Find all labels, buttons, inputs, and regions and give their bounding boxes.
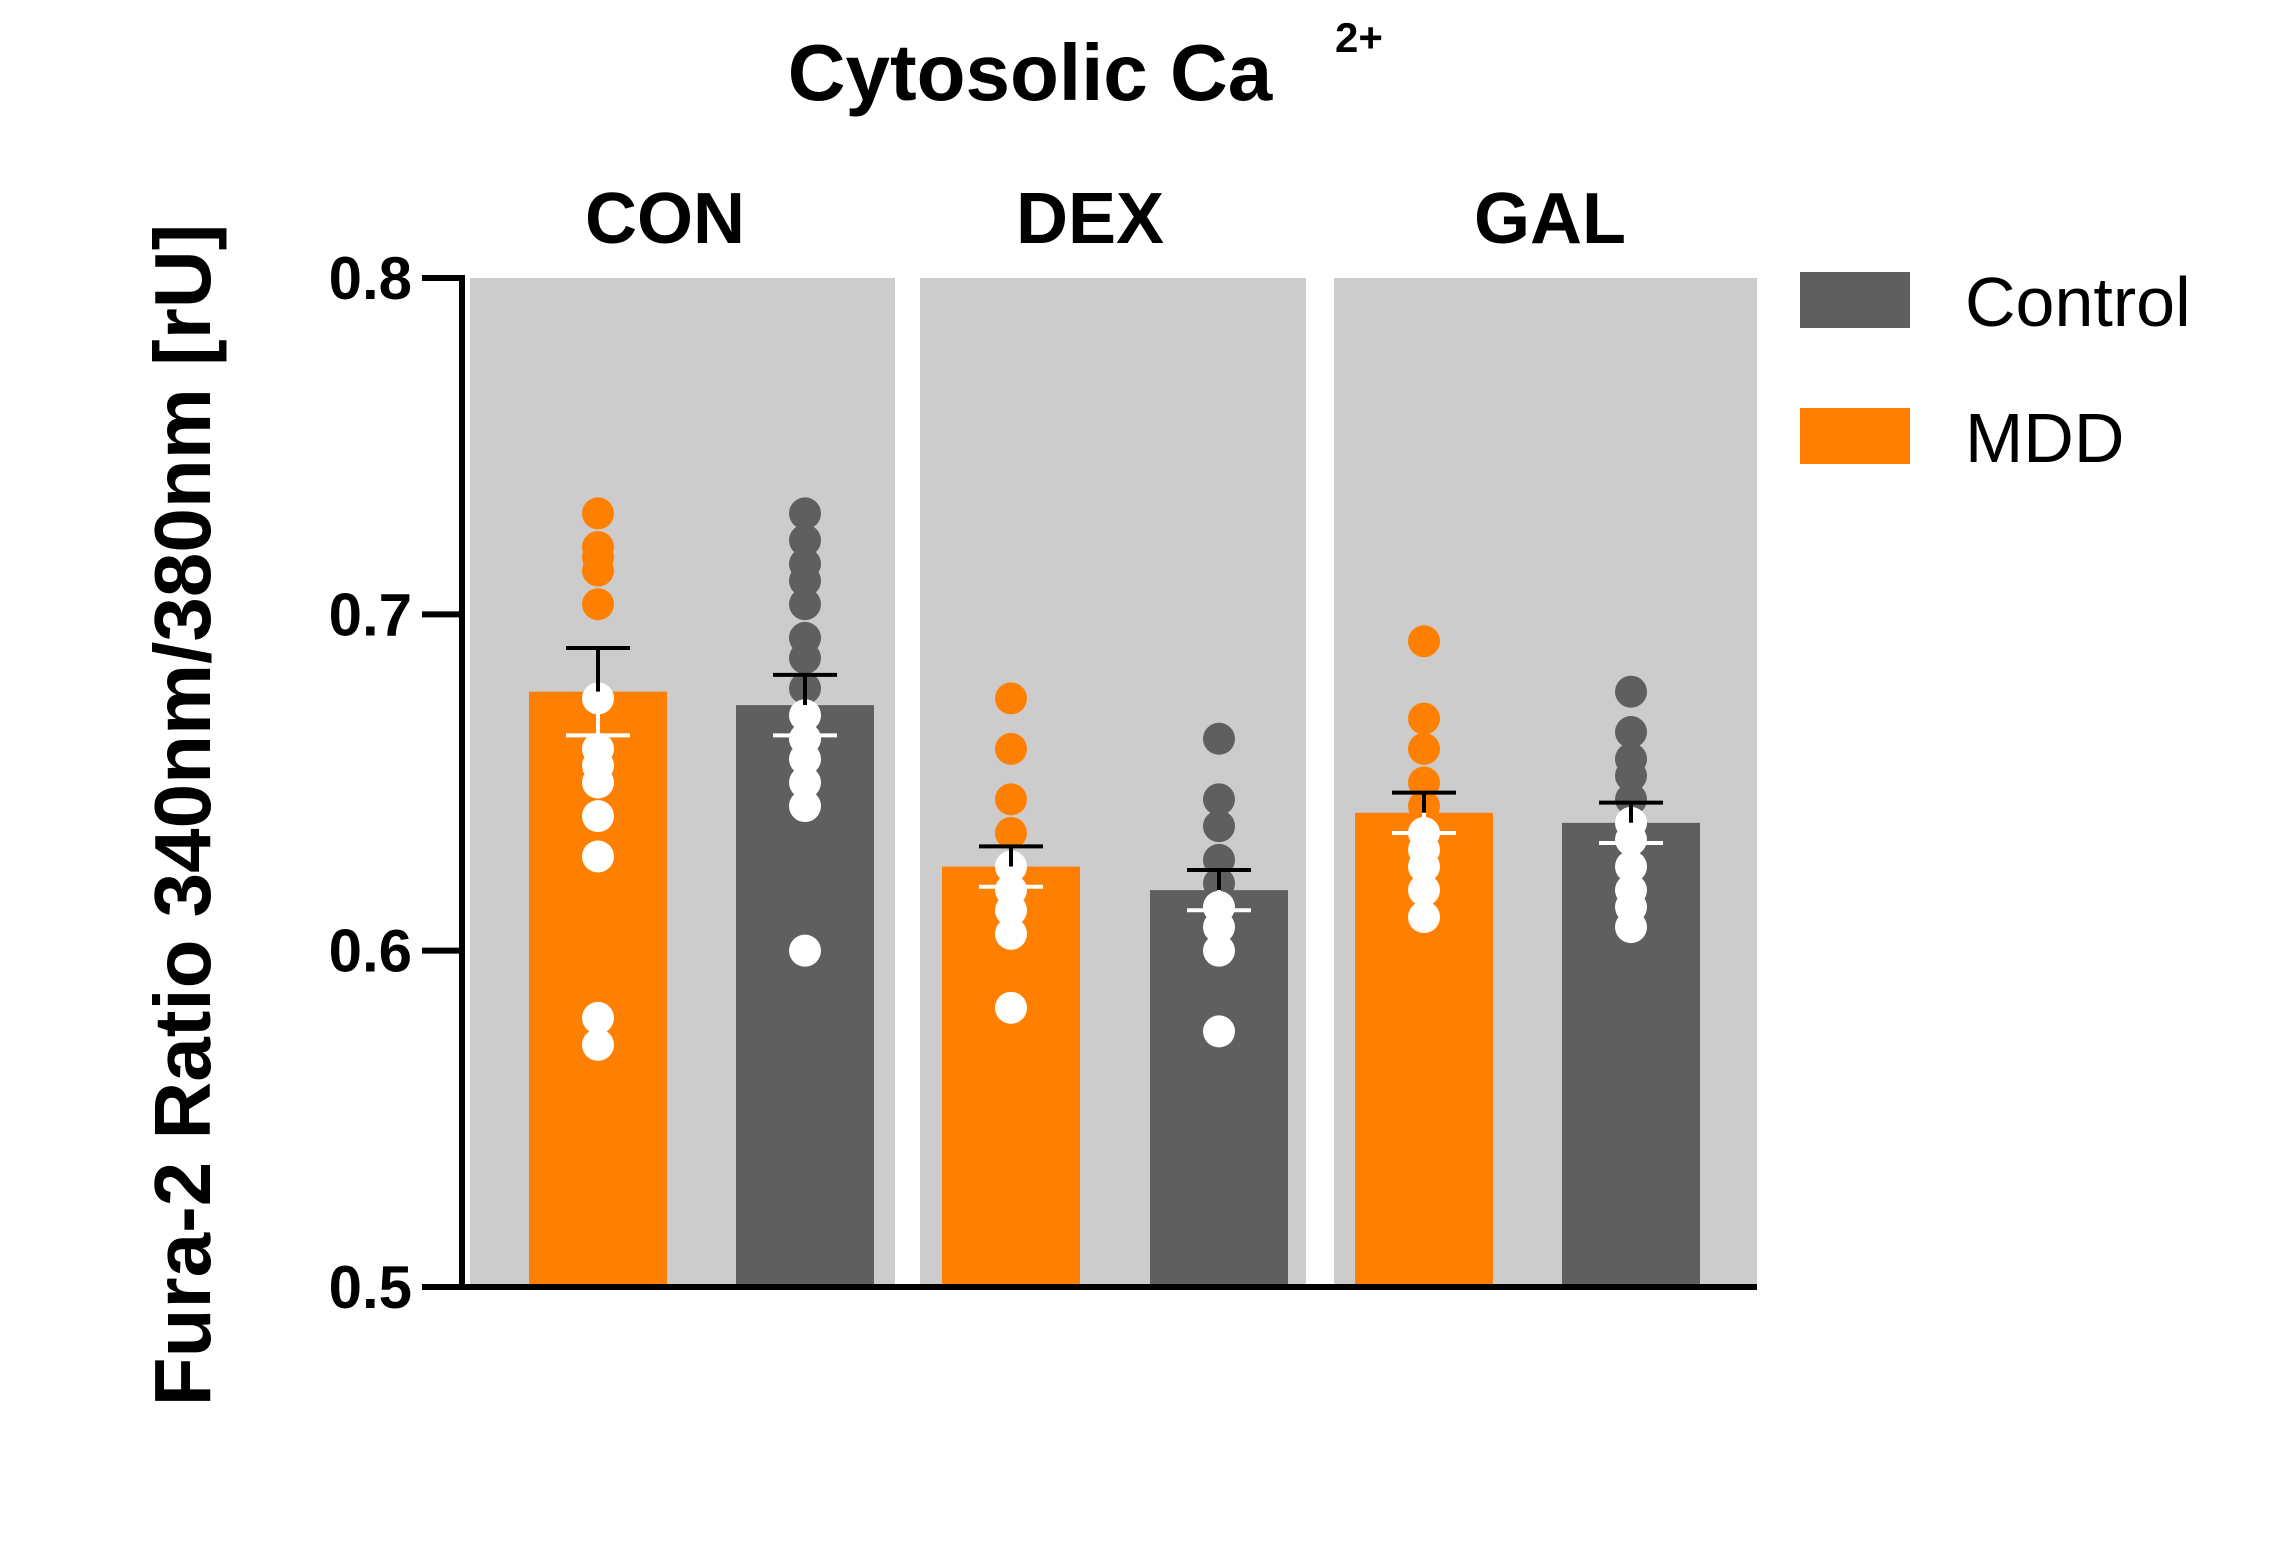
error-bar-gal-control xyxy=(1599,800,1663,846)
point-con-mdd xyxy=(582,1001,614,1034)
point-con-control xyxy=(789,934,821,967)
legend-swatch-mdd xyxy=(1800,408,1910,464)
point-gal-mdd xyxy=(1408,766,1440,799)
group-label-con: CON xyxy=(585,179,745,259)
y-tick-label: 0.6 xyxy=(329,918,412,985)
axes xyxy=(459,275,1757,1290)
point-gal-mdd xyxy=(1408,625,1440,658)
y-axis-label: Fura-2 Ratio 340nm/380nm [rU] xyxy=(138,224,227,1407)
point-con-mdd xyxy=(582,497,614,530)
y-tick-label: 0.7 xyxy=(329,581,412,648)
point-con-mdd xyxy=(582,588,614,621)
point-dex-control xyxy=(1203,1015,1235,1048)
point-gal-control xyxy=(1615,783,1647,816)
point-dex-mdd xyxy=(995,894,1027,927)
point-dex-mdd xyxy=(995,816,1027,849)
point-gal-control xyxy=(1615,675,1647,708)
error-bar-con-control xyxy=(773,672,837,738)
point-dex-control xyxy=(1203,783,1235,816)
point-gal-mdd xyxy=(1408,732,1440,765)
point-dex-mdd xyxy=(995,991,1027,1024)
point-con-control xyxy=(789,790,821,823)
point-con-control xyxy=(789,497,821,530)
error-bar-con-mdd xyxy=(566,645,630,738)
error-bars xyxy=(566,645,1663,913)
legend: Control MDD xyxy=(1800,263,2191,477)
point-gal-control xyxy=(1615,850,1647,883)
legend-label-control: Control xyxy=(1965,263,2191,341)
point-dex-control xyxy=(1203,843,1235,876)
point-dex-mdd xyxy=(995,732,1027,765)
y-tick-label: 0.5 xyxy=(329,1254,412,1321)
point-con-mdd xyxy=(582,1028,614,1061)
point-dex-control xyxy=(1203,722,1235,755)
data-points xyxy=(582,497,1647,1061)
legend-label-mdd: MDD xyxy=(1965,399,2124,477)
point-gal-control xyxy=(1615,911,1647,944)
point-gal-mdd xyxy=(1408,901,1440,934)
point-gal-control xyxy=(1615,759,1647,792)
point-dex-mdd xyxy=(995,917,1027,950)
chart-title-superscript: 2+ xyxy=(1335,14,1383,61)
point-con-mdd xyxy=(582,766,614,799)
point-con-control xyxy=(789,588,821,621)
error-bar-dex-control xyxy=(1187,867,1251,913)
group-label-gal: GAL xyxy=(1474,179,1626,259)
y-ticks: 0.5 0.6 0.7 0.8 xyxy=(329,245,462,1321)
error-bar-gal-mdd xyxy=(1392,790,1456,835)
chart-title: Cytosolic Ca xyxy=(788,28,1273,117)
point-con-mdd xyxy=(582,554,614,587)
point-gal-mdd xyxy=(1408,850,1440,883)
point-dex-mdd xyxy=(995,783,1027,816)
legend-swatch-control xyxy=(1800,272,1910,328)
point-gal-control xyxy=(1615,716,1647,749)
y-tick-label: 0.8 xyxy=(329,245,412,312)
point-dex-control xyxy=(1203,934,1235,967)
point-gal-mdd xyxy=(1408,702,1440,735)
group-label-dex: DEX xyxy=(1016,179,1164,259)
point-con-control xyxy=(789,766,821,799)
point-con-control xyxy=(789,564,821,597)
point-con-control xyxy=(789,524,821,557)
point-gal-mdd xyxy=(1408,874,1440,907)
point-con-control xyxy=(789,642,821,675)
point-con-mdd xyxy=(582,800,614,833)
point-dex-mdd xyxy=(995,682,1027,715)
point-con-control xyxy=(789,742,821,775)
point-con-mdd xyxy=(582,840,614,873)
point-dex-control xyxy=(1203,911,1235,944)
error-bar-dex-mdd xyxy=(979,844,1043,889)
point-dex-control xyxy=(1203,810,1235,843)
group-labels: CON DEX GAL xyxy=(585,179,1626,259)
